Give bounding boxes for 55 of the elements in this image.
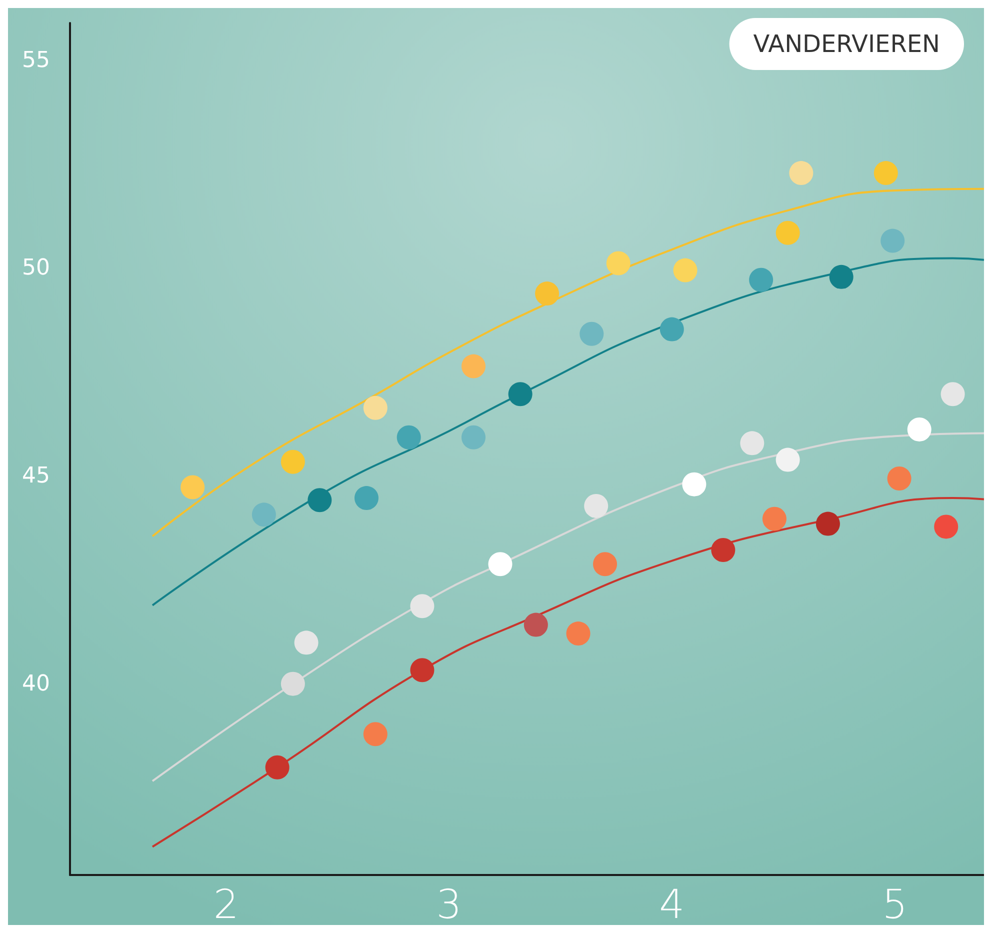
- point: [660, 317, 684, 342]
- y-tick-label: 50: [22, 256, 50, 281]
- point: [673, 258, 698, 282]
- point: [462, 354, 486, 378]
- point: [488, 552, 512, 576]
- point: [280, 672, 305, 696]
- point: [508, 382, 532, 406]
- point: [740, 431, 764, 456]
- point: [410, 658, 434, 682]
- x-tick-label: 4: [659, 882, 685, 928]
- point: [887, 466, 912, 490]
- point: [265, 755, 290, 780]
- annotation: VANDERVIEREN: [753, 30, 940, 58]
- point: [776, 220, 800, 245]
- point: [363, 396, 388, 420]
- point: [354, 486, 378, 510]
- x-tick-label: 5: [882, 882, 908, 928]
- point: [606, 251, 630, 276]
- point: [566, 622, 590, 646]
- point: [294, 630, 318, 655]
- point: [584, 494, 608, 518]
- point: [789, 161, 814, 186]
- point: [940, 382, 965, 406]
- point: [934, 514, 958, 539]
- line-series: [151, 497, 984, 848]
- point: [776, 448, 800, 472]
- line-series: [151, 188, 984, 538]
- y-tick-label: 40: [22, 671, 50, 696]
- line-series: [151, 257, 984, 606]
- point: [462, 425, 486, 450]
- point: [524, 612, 548, 637]
- point: [280, 450, 305, 474]
- point: [363, 722, 388, 746]
- x-tick-label: 2: [213, 882, 239, 928]
- point: [816, 512, 840, 536]
- point: [308, 488, 332, 512]
- point: [580, 322, 604, 346]
- x-tick-label: 3: [436, 882, 462, 928]
- point: [749, 268, 774, 292]
- point: [180, 475, 205, 500]
- point: [252, 502, 276, 527]
- y-tick-label: 45: [22, 464, 50, 489]
- point: [410, 594, 434, 618]
- point: [880, 228, 905, 253]
- point: [682, 472, 706, 496]
- point: [396, 425, 421, 450]
- point: [711, 538, 736, 562]
- point: [593, 552, 618, 576]
- point: [874, 161, 898, 186]
- point: [829, 264, 854, 289]
- point: [907, 417, 932, 442]
- point: [762, 506, 786, 531]
- line-series: [151, 432, 984, 782]
- point: [535, 282, 560, 306]
- y-tick-label: 55: [22, 48, 50, 73]
